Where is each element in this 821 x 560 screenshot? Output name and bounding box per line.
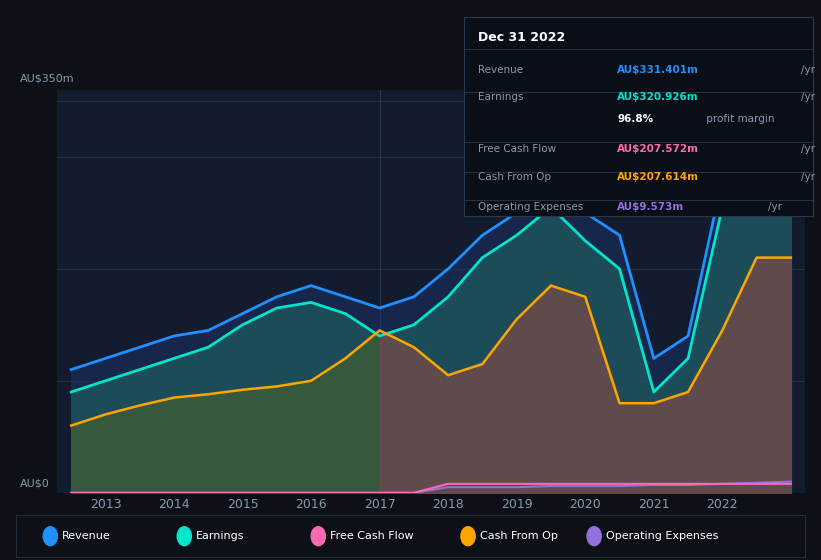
Text: AU$331.401m: AU$331.401m [617,64,699,74]
Text: AU$207.572m: AU$207.572m [617,144,699,154]
Text: /yr: /yr [801,144,815,154]
Text: /yr: /yr [768,202,782,212]
Text: AU$207.614m: AU$207.614m [617,172,699,182]
Text: 96.8%: 96.8% [617,114,654,124]
Text: Revenue: Revenue [62,531,111,541]
Text: Dec 31 2022: Dec 31 2022 [478,31,565,44]
Text: Earnings: Earnings [478,92,523,102]
Text: Cash From Op: Cash From Op [479,531,557,541]
Text: AU$350m: AU$350m [21,73,75,83]
Text: Free Cash Flow: Free Cash Flow [330,531,414,541]
Text: AU$9.573m: AU$9.573m [617,202,685,212]
Text: Earnings: Earnings [196,531,245,541]
Text: Operating Expenses: Operating Expenses [478,202,583,212]
Text: AU$0: AU$0 [21,479,50,489]
Text: Free Cash Flow: Free Cash Flow [478,144,556,154]
Text: Revenue: Revenue [478,64,523,74]
Text: /yr: /yr [801,92,815,102]
Text: /yr: /yr [801,64,815,74]
Ellipse shape [311,527,325,545]
Ellipse shape [44,527,57,545]
Text: Cash From Op: Cash From Op [478,172,551,182]
Text: profit margin: profit margin [703,114,774,124]
Ellipse shape [587,527,601,545]
Text: /yr: /yr [801,172,815,182]
Ellipse shape [461,527,475,545]
Ellipse shape [177,527,191,545]
Text: Operating Expenses: Operating Expenses [606,531,718,541]
Text: AU$320.926m: AU$320.926m [617,92,699,102]
